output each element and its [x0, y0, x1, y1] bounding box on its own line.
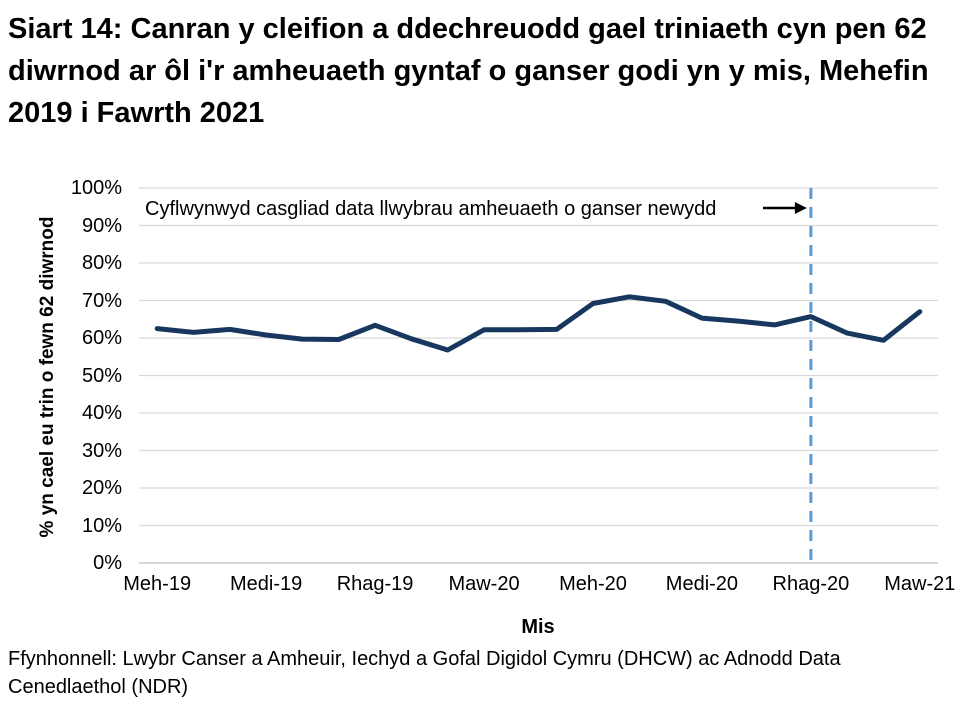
y-tick-label: 60% [81, 327, 122, 349]
y-tick-label: 100% [70, 177, 122, 199]
x-tick-label: Medi-20 [665, 573, 739, 595]
y-tick-label: 20% [81, 477, 122, 499]
gridlines [139, 187, 938, 564]
y-tick-label: 10% [81, 514, 122, 537]
x-tick-label: Meh-20 [559, 573, 627, 595]
y-tick-label: 70% [81, 289, 122, 312]
y-tick-label: 40% [81, 402, 122, 424]
y-tick-label: 0% [93, 552, 122, 574]
y-tick-label: 80% [81, 252, 122, 274]
annotation-label: Cyflwynwyd casgliad data llwybrau amheua… [145, 198, 717, 220]
x-tick-label: Medi-19 [229, 573, 303, 595]
y-tick-label: 90% [81, 214, 122, 237]
x-tick-label: Rhag-19 [336, 573, 414, 595]
annotation-arrow [763, 202, 807, 214]
x-tick-label: Maw-21 [884, 573, 956, 595]
chart-title: Siart 14: Canran y cleifion a ddechreuod… [8, 13, 929, 130]
source-note: Ffynhonnell: Lwybr Canser a Amheuir, Iec… [8, 648, 841, 699]
y-tick-label: 50% [81, 364, 122, 387]
plot-area [139, 187, 938, 564]
y-tick-label: 30% [81, 439, 122, 462]
x-tick-label: Maw-20 [448, 573, 520, 595]
x-tick-label: Meh-19 [123, 573, 192, 595]
data-series-line [154, 294, 923, 353]
x-axis-title: Mis [521, 616, 555, 638]
annotation-arrow-head [794, 202, 807, 214]
x-tick-label: Rhag-20 [772, 573, 850, 595]
